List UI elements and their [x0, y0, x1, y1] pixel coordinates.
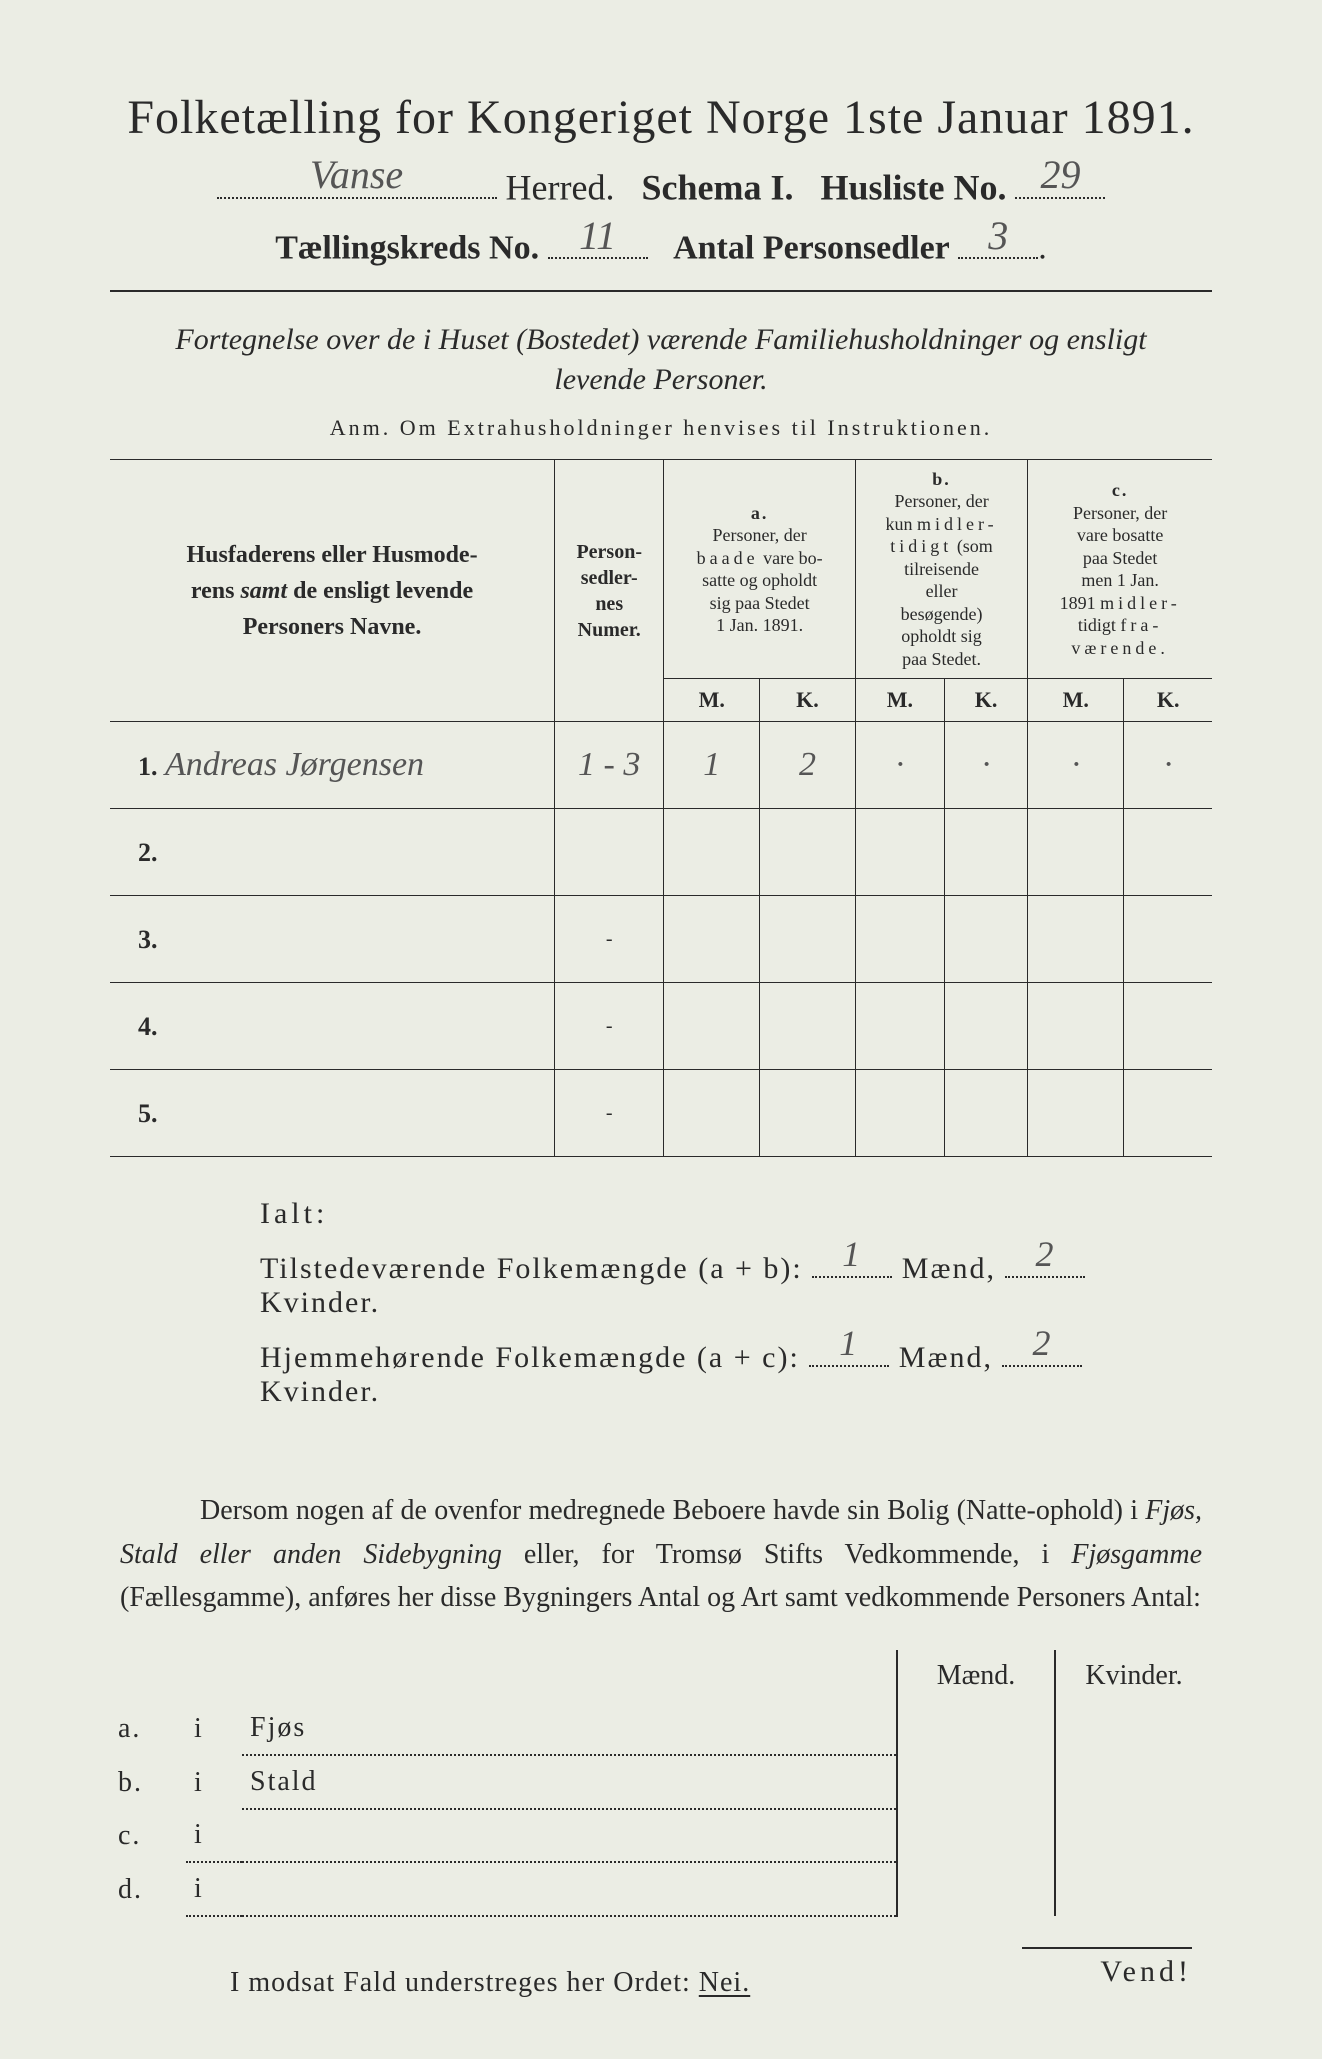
col-c-header: c. Personer, dervare bosattepaa Stedetme…	[1028, 459, 1212, 679]
building-row: d. i	[110, 1862, 1212, 1916]
col-c-k: K.	[1124, 679, 1212, 722]
table-row: 3. -	[110, 896, 1212, 983]
col-numer-header: Person-sedler-nesNumer.	[555, 459, 664, 722]
husliste-value: 29	[1040, 151, 1080, 198]
ialt-line-2: Hjemmehørende Folkemængde (a + c): 1 Mæn…	[260, 1338, 1212, 1409]
col-a-k: K.	[760, 679, 856, 722]
paragraph: Dersom nogen af de ovenfor medregnede Be…	[120, 1489, 1202, 1619]
ialt-line-1: Tilstedeværende Folkemængde (a + b): 1 M…	[260, 1249, 1212, 1320]
building-row: a. i Fjøs	[110, 1702, 1212, 1755]
col-c-m: M.	[1028, 679, 1124, 722]
table-row: 2.	[110, 809, 1212, 896]
table-row: 1. Andreas Jørgensen 1 - 3 1 2 · · · ·	[110, 722, 1212, 809]
divider	[110, 290, 1212, 292]
anm-note: Anm. Om Extrahusholdninger henvises til …	[110, 415, 1212, 441]
herred-value: Vanse	[310, 151, 403, 198]
ialt-heading: Ialt:	[260, 1197, 1212, 1231]
mk-maend-header: Mænd.	[897, 1650, 1055, 1702]
col-a-m: M.	[664, 679, 760, 722]
kreds-value: 11	[579, 212, 616, 259]
antal-label: Antal Personsedler	[673, 230, 950, 267]
mk-kvinder-header: Kvinder.	[1055, 1650, 1212, 1702]
schema-label: Schema I.	[641, 167, 793, 207]
husliste-label: Husliste No.	[820, 167, 1006, 207]
building-table: Mænd. Kvinder. a. i Fjøs b. i Stald c. i…	[110, 1650, 1212, 1917]
col-b-m: M.	[855, 679, 944, 722]
col-names-header: Husfaderens eller Husmode-rens samt de e…	[110, 459, 555, 722]
herred-label: Herred.	[506, 167, 615, 207]
row1-name: Andreas Jørgensen	[165, 746, 424, 783]
page-title: Folketælling for Kongeriget Norge 1ste J…	[110, 90, 1212, 145]
main-table: Husfaderens eller Husmode-rens samt de e…	[110, 459, 1212, 1158]
antal-value: 3	[988, 212, 1008, 259]
building-row: c. i	[110, 1809, 1212, 1862]
header-line-2: Tællingskreds No. 11 Antal Personsedler …	[110, 226, 1212, 268]
header-line-1: Vanse Herred. Schema I. Husliste No. 29	[110, 165, 1212, 208]
col-a-header: a. Personer, derbaade vare bo-satte og o…	[664, 459, 855, 679]
vend-label: Vend!	[1022, 1947, 1192, 1989]
building-row: b. i Stald	[110, 1755, 1212, 1809]
table-row: 4. -	[110, 983, 1212, 1070]
subtitle: Fortegnelse over de i Huset (Bostedet) v…	[150, 320, 1172, 401]
kreds-label: Tællingskreds No.	[275, 230, 539, 267]
table-row: 5. -	[110, 1070, 1212, 1157]
col-b-k: K.	[944, 679, 1027, 722]
col-b-header: b. Personer, derkun midler-tidigt (somti…	[855, 459, 1027, 679]
